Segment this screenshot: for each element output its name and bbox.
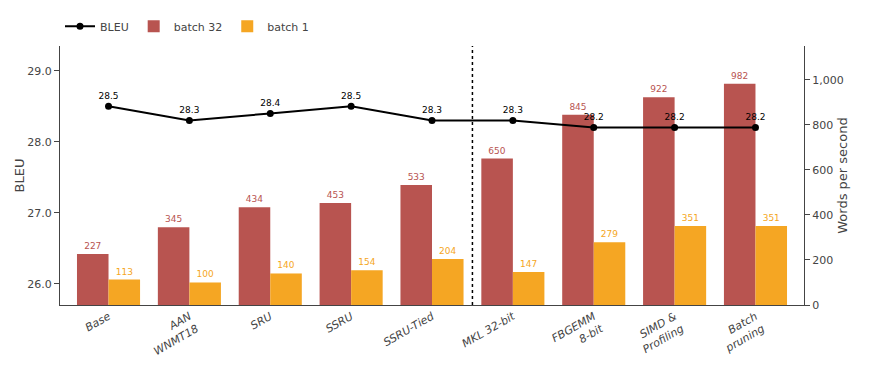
svg-text:26.0: 26.0 (27, 278, 52, 291)
svg-text:BLEU: BLEU (100, 21, 129, 34)
svg-text:351: 351 (682, 213, 699, 223)
svg-text:400: 400 (812, 209, 833, 222)
svg-text:28.0: 28.0 (27, 136, 52, 149)
svg-text:154: 154 (358, 257, 375, 267)
svg-text:351: 351 (763, 213, 780, 223)
svg-text:28.4: 28.4 (260, 98, 280, 108)
svg-text:28.5: 28.5 (341, 91, 361, 101)
svg-text:SSRU: SSRU (324, 310, 356, 336)
svg-text:Words per second: Words per second (835, 117, 850, 233)
svg-text:SIMD &Profiling: SIMD &Profiling (633, 310, 686, 356)
svg-text:600: 600 (812, 164, 833, 177)
svg-text:Base: Base (83, 310, 113, 335)
svg-text:204: 204 (439, 246, 456, 256)
svg-text:279: 279 (601, 229, 618, 239)
svg-text:982: 982 (731, 71, 748, 81)
svg-text:453: 453 (327, 190, 344, 200)
svg-text:AANWNMT18: AANWNMT18 (144, 310, 200, 358)
svg-text:batch 1: batch 1 (267, 21, 309, 34)
svg-text:28.3: 28.3 (179, 105, 199, 115)
svg-text:batch 32: batch 32 (174, 21, 223, 34)
svg-text:345: 345 (165, 214, 182, 224)
svg-text:650: 650 (488, 146, 505, 156)
svg-text:1,000: 1,000 (812, 74, 844, 87)
svg-text:27.0: 27.0 (27, 207, 52, 220)
svg-text:SSRU-Tied: SSRU-Tied (381, 309, 437, 349)
svg-text:147: 147 (520, 259, 537, 269)
svg-text:SRU: SRU (248, 310, 274, 333)
svg-text:533: 533 (408, 172, 425, 182)
svg-text:140: 140 (277, 260, 294, 270)
svg-text:Batchpruning: Batchpruning (716, 310, 767, 355)
svg-text:227: 227 (84, 241, 101, 251)
svg-text:845: 845 (569, 102, 586, 112)
svg-text:800: 800 (812, 119, 833, 132)
svg-text:29.0: 29.0 (27, 65, 52, 78)
svg-text:28.5: 28.5 (98, 91, 118, 101)
svg-text:922: 922 (650, 84, 667, 94)
svg-text:FBGEMM8-bit: FBGEMM8-bit (550, 309, 606, 357)
svg-text:100: 100 (196, 269, 213, 279)
svg-text:28.3: 28.3 (422, 105, 442, 115)
svg-text:MKL 32-bit: MKL 32-bit (460, 309, 518, 350)
svg-text:113: 113 (116, 267, 133, 277)
svg-text:28.2: 28.2 (665, 112, 685, 122)
svg-text:0: 0 (812, 299, 819, 312)
svg-text:200: 200 (812, 254, 833, 267)
svg-text:BLEU: BLEU (12, 159, 27, 193)
svg-text:28.2: 28.2 (584, 112, 604, 122)
svg-text:28.3: 28.3 (503, 105, 523, 115)
svg-text:434: 434 (246, 194, 263, 204)
svg-text:28.2: 28.2 (745, 112, 765, 122)
